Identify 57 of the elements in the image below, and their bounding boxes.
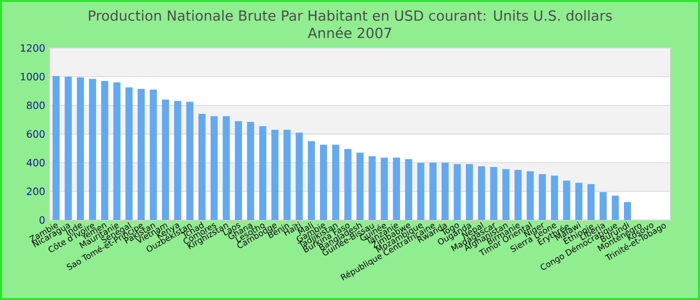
bar — [478, 166, 486, 220]
bar — [234, 121, 242, 220]
y-tick-label: 600 — [26, 130, 45, 138]
bar — [296, 132, 303, 220]
bar — [76, 77, 84, 220]
bar — [490, 166, 498, 220]
bar — [550, 176, 558, 220]
bar — [125, 87, 133, 220]
bar — [442, 162, 449, 220]
chart-subtitle: Année 2007 — [308, 26, 392, 38]
bar — [198, 114, 206, 220]
bar — [526, 171, 534, 220]
bar — [392, 158, 400, 220]
bar — [466, 164, 473, 220]
bar — [210, 116, 218, 220]
bar — [320, 144, 328, 220]
y-tick-label: 200 — [26, 188, 45, 196]
bar — [600, 192, 607, 220]
bar — [222, 116, 230, 220]
y-tick-label: 0 — [40, 216, 45, 224]
y-tick-label: 800 — [26, 102, 45, 110]
bar — [52, 76, 60, 220]
bar — [356, 152, 364, 220]
bar — [174, 101, 182, 220]
bar — [624, 202, 631, 220]
bar — [454, 164, 461, 220]
bar — [64, 76, 72, 220]
bar — [259, 126, 266, 220]
bar — [113, 82, 120, 220]
bar — [101, 80, 108, 220]
bar — [186, 102, 194, 220]
bar — [344, 149, 352, 220]
bar — [138, 88, 145, 220]
bar — [429, 162, 436, 220]
bar — [514, 170, 522, 220]
y-tick-label: 1000 — [20, 72, 45, 80]
bar — [417, 162, 424, 220]
bar — [332, 144, 340, 220]
bar — [284, 130, 291, 220]
bar — [538, 174, 546, 220]
bar — [247, 122, 254, 220]
bar — [308, 141, 315, 220]
bar — [162, 100, 170, 220]
bar — [368, 156, 376, 220]
bar — [587, 184, 595, 220]
bar — [150, 90, 157, 220]
chart-title: Production Nationale Brute Par Habitant en USD courant: Units U.S. dollars — [88, 10, 612, 21]
y-tick-label: 400 — [26, 158, 45, 166]
bar — [89, 78, 96, 220]
bar — [405, 159, 412, 220]
y-tick-label: 1200 — [20, 44, 45, 52]
bar — [563, 180, 570, 220]
bar — [612, 196, 619, 220]
bar — [502, 169, 510, 220]
bar — [380, 158, 388, 220]
bar — [271, 130, 278, 220]
bar — [575, 182, 582, 220]
